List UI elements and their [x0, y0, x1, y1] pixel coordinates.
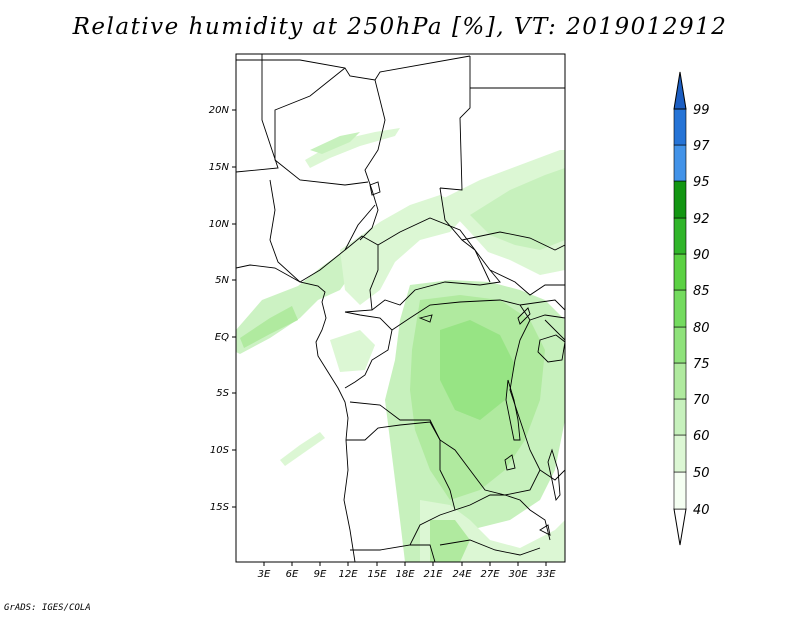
colorbar-label: 95 — [693, 175, 710, 190]
colorbar-label: 80 — [693, 321, 710, 336]
border-niger-chad — [274, 67, 369, 186]
border-car — [371, 217, 501, 311]
humidity-region-diagonal — [340, 195, 470, 305]
humidity-region-northeast-core — [470, 168, 565, 250]
map-borders — [236, 54, 565, 562]
colorbar-label: 99 — [693, 103, 710, 118]
lon-label: 33E — [536, 569, 556, 580]
map-lakes — [369, 181, 565, 536]
lon-label: 21E — [423, 569, 443, 580]
colorbar-segment — [673, 289, 687, 328]
lake-albert — [517, 307, 531, 325]
humidity-region-west-core — [240, 306, 298, 348]
humidity-region-angola-streak — [280, 432, 325, 466]
map-title: Relative humidity at 250hPa [%], VT: 201… — [72, 14, 728, 40]
humidity-region-central-small — [330, 330, 375, 372]
lon-axis: 3E 6E 9E 12E 15E 18E 21E 24E 27E 30E 33E — [258, 562, 556, 580]
border-angola — [346, 421, 456, 551]
lat-label: 5S — [216, 388, 229, 399]
colorbar-label: 75 — [693, 357, 710, 372]
lat-label: 15S — [210, 502, 230, 513]
border-south — [410, 544, 436, 562]
colorbar-label: 97 — [693, 139, 710, 154]
colorbar-label: 60 — [693, 429, 710, 444]
map-frame — [235, 53, 566, 563]
colorbar-label: 40 — [693, 503, 710, 518]
lat-label: 5N — [215, 275, 229, 286]
colorbar-bottom-arrow — [673, 508, 687, 546]
lon-label: 24E — [452, 569, 472, 580]
lake-mweru — [504, 454, 516, 471]
colorbar-segment — [673, 144, 687, 182]
lon-label: 15E — [367, 569, 387, 580]
lat-label: 20N — [209, 105, 230, 116]
colorbar-segment — [673, 434, 687, 473]
border-sudan-ssudan — [461, 231, 565, 251]
lake-chad — [369, 181, 381, 196]
border-chad — [359, 79, 386, 241]
border-congo — [344, 311, 393, 389]
lon-label: 18E — [395, 569, 415, 580]
colorbar-label: 85 — [693, 284, 710, 299]
coastline — [236, 264, 356, 562]
lat-label: 10N — [209, 219, 230, 230]
humidity-region-south-core — [430, 520, 470, 562]
credit-text: GrADS: IGES/COLA — [4, 603, 91, 613]
border-mali-niger — [236, 54, 279, 173]
colorbar-segment — [673, 471, 687, 510]
border-zambia — [454, 494, 551, 541]
border-north-1 — [236, 55, 471, 81]
colorbar: 40 50 60 70 75 80 85 90 92 95 97 99 — [673, 71, 710, 546]
colorbar-segment — [673, 326, 687, 364]
lon-label: 3E — [258, 569, 271, 580]
colorbar-segment — [673, 180, 687, 219]
humidity-region-sahel-streak-2 — [310, 132, 360, 154]
colorbar-segment — [673, 398, 687, 436]
lake-small-1 — [418, 314, 433, 323]
lake-malawi — [547, 448, 561, 502]
border-east-1 — [539, 469, 565, 481]
lat-axis: 20N 15N 10N 5N EQ 5S 10S 15S — [209, 105, 236, 513]
humidity-region-congo-inner — [440, 320, 515, 420]
border-tanzania — [544, 319, 565, 341]
colorbar-label: 50 — [693, 466, 710, 481]
humidity-region-sahel-streak — [305, 128, 400, 168]
lake-small-2 — [539, 524, 551, 536]
colorbar-segment — [673, 217, 687, 255]
lon-label: 6E — [286, 569, 299, 580]
colorbar-label: 90 — [693, 248, 710, 263]
lat-label: EQ — [215, 332, 229, 343]
border-drc-east — [529, 314, 565, 321]
border-ssudan — [489, 269, 565, 296]
lon-label: 9E — [314, 569, 327, 580]
border-north-2 — [439, 56, 471, 191]
border-sw — [439, 539, 541, 556]
border-uganda — [519, 299, 565, 311]
border-nigeria — [269, 179, 376, 283]
lat-label: 15N — [209, 162, 230, 173]
colorbar-top-arrow — [673, 71, 687, 110]
colorbar-segment — [673, 253, 687, 291]
lat-label: 10S — [210, 445, 230, 456]
lake-tanganyika — [505, 379, 521, 441]
lake-victoria — [537, 334, 565, 363]
humidity-shading — [236, 128, 565, 562]
colorbar-segment — [673, 362, 687, 400]
lon-label: 27E — [480, 569, 500, 580]
colorbar-label: 92 — [693, 212, 710, 227]
lon-label: 30E — [508, 569, 528, 580]
colorbar-segment — [673, 108, 687, 146]
colorbar-label: 70 — [693, 393, 710, 408]
lon-label: 12E — [338, 569, 358, 580]
